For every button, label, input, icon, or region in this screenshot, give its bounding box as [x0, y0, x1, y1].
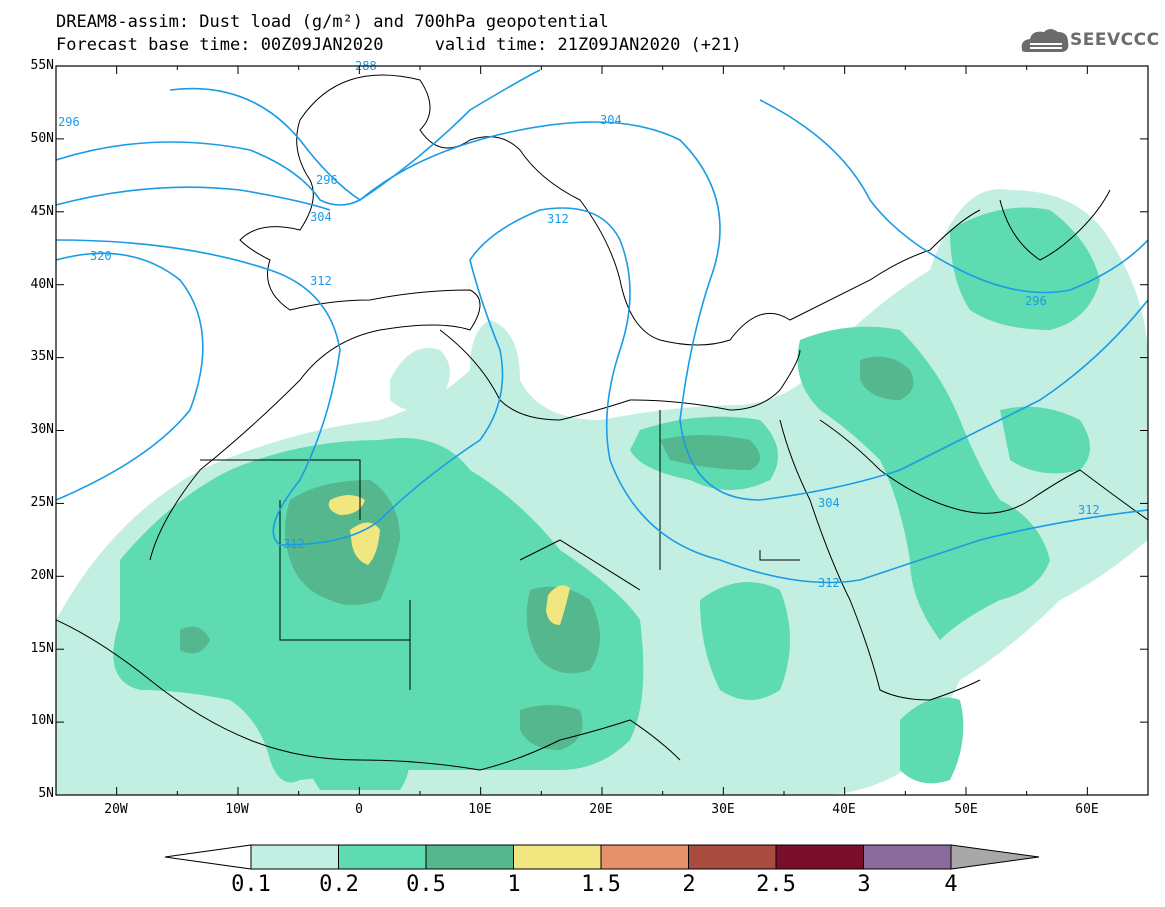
dust-field: [56, 189, 1148, 795]
colorbar-label: 0.1: [231, 872, 271, 897]
lon-label: 30E: [711, 802, 735, 817]
lon-label: 40E: [832, 802, 856, 817]
lon-label: 50E: [954, 802, 978, 817]
contour-labels: 288 296 296 304 304 312 312 312 320 296 …: [58, 59, 1100, 590]
contour-label: 304: [818, 496, 840, 510]
axis-ticks: [55, 65, 1149, 796]
contour-label: 296: [316, 173, 338, 187]
colorbar-label: 2.5: [756, 872, 796, 897]
colorbar-label: 2: [682, 872, 696, 897]
lat-label: 10N: [30, 713, 54, 728]
colorbar-label: 0.2: [319, 872, 359, 897]
dust-level-0.2: [113, 207, 1100, 790]
contour-label: 312: [547, 212, 569, 226]
lat-label: 30N: [30, 422, 54, 437]
lon-label: 60E: [1075, 802, 1099, 817]
lat-label: 25N: [30, 495, 54, 510]
lon-label: 20E: [589, 802, 613, 817]
lat-label: 5N: [38, 786, 54, 801]
contour-label: 304: [310, 210, 332, 224]
logo-text: SEEVCCC: [1070, 30, 1160, 50]
contour-label: 312: [818, 576, 840, 590]
colorbar-label: 4: [944, 872, 958, 897]
contour-label: 312: [283, 537, 305, 551]
lat-label: 40N: [30, 277, 54, 292]
lon-label: 10W: [225, 802, 249, 817]
colorbar-label: 1.5: [581, 872, 621, 897]
lat-label: 45N: [30, 204, 54, 219]
contour-label: 320: [90, 249, 112, 263]
colorbar-label: 1: [507, 872, 521, 897]
geopotential-contours: [56, 69, 1148, 584]
lat-label: 55N: [30, 58, 54, 73]
map-title: DREAM8-assim: Dust load (g/m²) and 700hP…: [56, 12, 609, 32]
lat-label: 20N: [30, 568, 54, 583]
contour-label: 312: [1078, 503, 1100, 517]
contour-label: 296: [58, 115, 80, 129]
contour-label: 296: [1025, 294, 1047, 308]
contour-label: 304: [600, 113, 622, 127]
lon-label: 0: [355, 802, 363, 817]
lon-label: 20W: [104, 802, 128, 817]
colorbar-label: 0.5: [406, 872, 446, 897]
lat-label: 35N: [30, 349, 54, 364]
lat-label: 50N: [30, 131, 54, 146]
lon-label: 10E: [468, 802, 492, 817]
lat-label: 15N: [30, 641, 54, 656]
contour-label: 312: [310, 274, 332, 288]
cloud-logo-icon: [1021, 29, 1069, 52]
colorbar-label: 3: [857, 872, 871, 897]
map-subtitle-times: Forecast base time: 00Z09JAN2020 valid t…: [56, 35, 742, 55]
